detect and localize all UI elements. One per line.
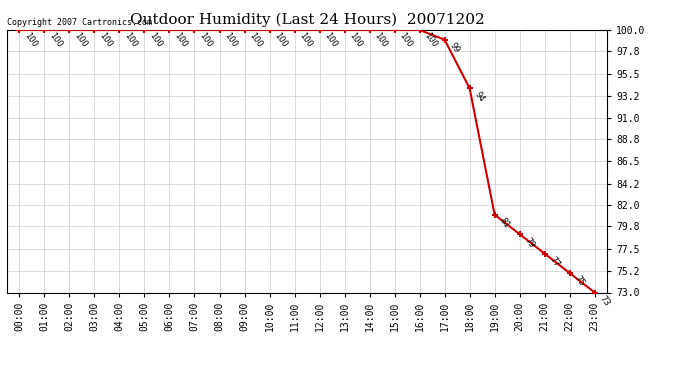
Text: 73: 73 <box>598 294 611 308</box>
Text: 100: 100 <box>122 32 139 50</box>
Text: 100: 100 <box>247 32 264 50</box>
Text: 100: 100 <box>347 32 364 50</box>
Text: 100: 100 <box>22 32 39 50</box>
Text: 100: 100 <box>397 32 414 50</box>
Title: Outdoor Humidity (Last 24 Hours)  20071202: Outdoor Humidity (Last 24 Hours) 2007120… <box>130 13 484 27</box>
Text: 100: 100 <box>147 32 164 50</box>
Text: 77: 77 <box>547 255 561 269</box>
Text: 100: 100 <box>172 32 188 50</box>
Text: 100: 100 <box>273 32 288 50</box>
Text: 100: 100 <box>373 32 388 50</box>
Text: 99: 99 <box>447 41 461 55</box>
Text: 100: 100 <box>47 32 63 50</box>
Text: 81: 81 <box>497 216 511 230</box>
Text: 100: 100 <box>197 32 214 50</box>
Text: 94: 94 <box>473 90 486 104</box>
Text: 79: 79 <box>522 236 536 249</box>
Text: Copyright 2007 Cartronics.com: Copyright 2007 Cartronics.com <box>7 18 152 27</box>
Text: 75: 75 <box>573 274 586 288</box>
Text: 100: 100 <box>72 32 88 50</box>
Text: 100: 100 <box>322 32 339 50</box>
Text: 100: 100 <box>222 32 239 50</box>
Text: 100: 100 <box>422 32 439 50</box>
Text: 100: 100 <box>97 32 114 50</box>
Text: 100: 100 <box>297 32 314 50</box>
